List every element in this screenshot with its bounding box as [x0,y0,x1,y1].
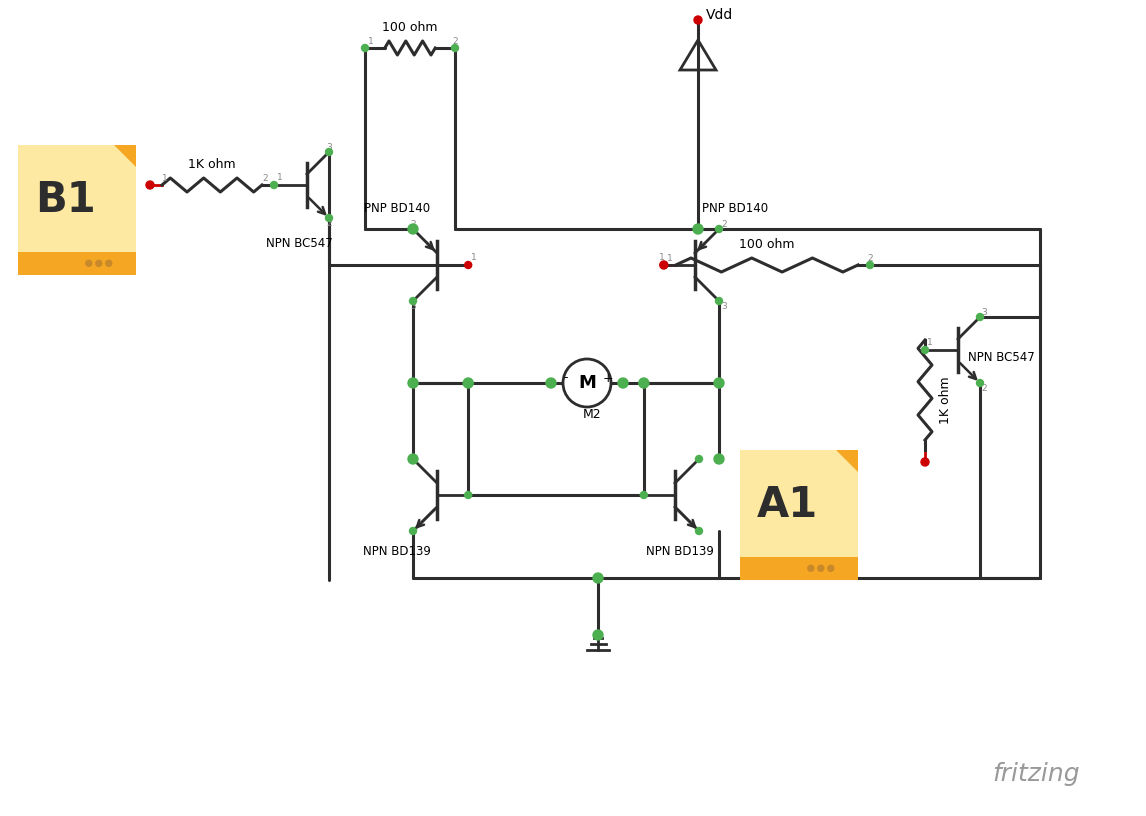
Text: 1: 1 [471,253,477,262]
Text: A1: A1 [756,484,818,526]
Circle shape [808,565,814,571]
Circle shape [715,298,722,304]
Text: PNP BD140: PNP BD140 [364,202,430,215]
Circle shape [96,260,102,266]
Circle shape [409,225,416,233]
Text: 2: 2 [452,37,457,46]
Circle shape [976,313,983,321]
Circle shape [86,260,92,266]
Text: 1: 1 [667,254,673,263]
Text: 3: 3 [410,302,416,311]
Circle shape [660,261,668,269]
Text: 100 ohm: 100 ohm [739,238,794,251]
Text: 2: 2 [981,384,987,393]
Polygon shape [835,450,858,472]
Text: NPN BD139: NPN BD139 [646,545,714,558]
Circle shape [361,45,369,51]
Circle shape [270,181,277,188]
Circle shape [638,378,649,388]
Text: -: - [564,371,568,384]
FancyBboxPatch shape [740,450,858,580]
Text: NPN BD139: NPN BD139 [363,545,431,558]
Text: 2: 2 [262,174,268,183]
Circle shape [464,491,472,499]
Text: 1: 1 [277,173,283,182]
Text: 1K ohm: 1K ohm [188,158,236,171]
Circle shape [408,454,418,464]
Text: fritzing: fritzing [992,762,1080,786]
Circle shape [545,378,556,388]
Circle shape [921,458,929,466]
Circle shape [714,454,724,464]
Circle shape [409,527,416,534]
Text: 2: 2 [868,254,872,263]
Circle shape [866,261,873,268]
Circle shape [325,149,332,156]
FancyBboxPatch shape [740,557,858,580]
Circle shape [976,379,983,387]
Text: NPN BC547: NPN BC547 [968,351,1035,364]
Circle shape [409,298,416,304]
Circle shape [618,378,628,388]
Circle shape [464,261,472,268]
Text: 2: 2 [410,220,416,229]
Text: Vdd: Vdd [706,8,733,22]
Circle shape [715,225,722,233]
Circle shape [146,181,154,189]
Text: 2: 2 [721,220,727,229]
Circle shape [408,378,418,388]
Circle shape [921,347,928,353]
Circle shape [408,224,418,234]
Text: M: M [578,374,596,392]
Circle shape [660,261,667,268]
Circle shape [409,455,416,463]
Text: 100 ohm: 100 ohm [383,21,438,34]
Text: M2: M2 [582,408,602,421]
Polygon shape [113,145,136,167]
Text: 1: 1 [162,174,167,183]
Circle shape [105,260,112,266]
Text: +: + [603,371,613,384]
FancyBboxPatch shape [18,251,136,275]
Circle shape [696,527,702,534]
Text: 3: 3 [721,302,727,311]
Text: 2: 2 [325,219,331,228]
Circle shape [592,630,603,640]
Circle shape [827,565,834,571]
Text: 3: 3 [325,143,331,152]
Circle shape [452,45,458,51]
Circle shape [818,565,824,571]
Text: 1: 1 [659,253,665,262]
Text: 1K ohm: 1K ohm [939,376,952,424]
Circle shape [592,573,603,583]
Circle shape [714,378,724,388]
Circle shape [563,359,611,407]
Circle shape [693,224,702,234]
Circle shape [641,491,647,499]
Text: NPN BC547: NPN BC547 [266,237,332,250]
Text: 3: 3 [981,308,987,317]
Circle shape [696,455,702,463]
Text: 1: 1 [927,338,933,347]
Text: PNP BD140: PNP BD140 [702,202,768,215]
Text: 1: 1 [368,37,374,46]
FancyBboxPatch shape [18,145,136,275]
Text: B1: B1 [34,179,95,220]
Circle shape [325,215,332,221]
Circle shape [694,16,702,24]
Circle shape [463,378,473,388]
